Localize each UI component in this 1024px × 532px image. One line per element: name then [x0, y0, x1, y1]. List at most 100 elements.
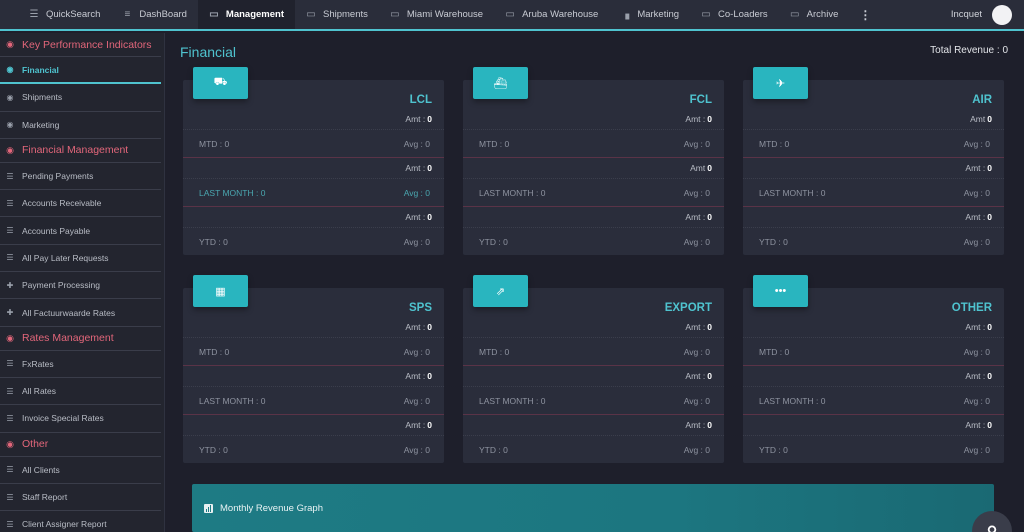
- stat-row-ytd: YTD : 0 Avg : 0: [479, 237, 710, 247]
- sidebar-item-all-clients[interactable]: ☰ All Clients: [0, 457, 161, 484]
- amount-row: Amt 0: [743, 109, 1004, 130]
- nav-label: Shipments: [323, 9, 368, 20]
- sidebar-item-label: Key Performance Indicators: [22, 38, 152, 51]
- sidebar-section-financial-management[interactable]: ◉ Financial Management: [0, 139, 161, 163]
- nav-label: Management: [225, 9, 284, 20]
- plus-icon: ✚: [6, 308, 14, 318]
- sidebar-item-label: All Factuurwaarde Rates: [22, 307, 116, 318]
- amount-row: Amt 0: [463, 158, 724, 179]
- dashboard-gauge-icon: ◉: [6, 438, 14, 449]
- nav-label: Marketing: [637, 9, 680, 20]
- search-fab-button[interactable]: ⚲: [972, 511, 1012, 532]
- sidebar-item-payment-processing[interactable]: ✚ Payment Processing: [0, 272, 161, 300]
- amount-row: Amt :0: [183, 366, 444, 387]
- sidebar-item-fxrates[interactable]: ☰ FxRates: [0, 351, 161, 378]
- sidebar-section-kpi[interactable]: ◉ Key Performance Indicators: [0, 33, 161, 57]
- stat-row-mtd: MTD : 0 Avg : 0: [183, 130, 444, 158]
- sidebar-item-all-rates[interactable]: ☰ All Rates: [0, 378, 161, 406]
- kpi-card-sps: ▦ SPS Amt :0 MTD : 0 Avg : 0 Amt :0 LAST …: [183, 275, 444, 463]
- stat-row-ytd: YTD : 0 Avg : 0: [199, 237, 430, 247]
- avatar[interactable]: [992, 4, 1012, 25]
- amount-value: 0: [987, 114, 992, 124]
- stat-row-last-month: LAST MONTH : 0 Avg : 0: [183, 179, 444, 207]
- sidebar: ◉ Key Performance Indicators ◉ Financial…: [0, 33, 165, 532]
- sidebar-item-label: Financial: [22, 64, 59, 75]
- amount-row: Amt :0: [743, 317, 1004, 338]
- card-title: EXPORT: [664, 302, 712, 314]
- amount-value: 0: [987, 371, 992, 381]
- sidebar-item-label: Marketing: [22, 119, 60, 130]
- share-icon: ⇗: [473, 275, 528, 307]
- more-menu-icon[interactable]: ⋮: [859, 7, 872, 22]
- truck-icon: ⛟: [193, 67, 248, 99]
- amount-value: 0: [987, 420, 992, 430]
- sidebar-item-shipments[interactable]: ◉ Shipments: [0, 84, 161, 112]
- list-icon: ☰: [6, 198, 14, 208]
- card-title: LCL: [409, 94, 432, 106]
- user-name: Incquet: [950, 9, 982, 20]
- amount-row: Amt :0: [743, 415, 1004, 436]
- nav-item-marketing[interactable]: ▗ Marketing: [609, 0, 690, 29]
- sidebar-item-label: Accounts Payable: [22, 225, 91, 236]
- amount-row: Amt :0: [183, 207, 444, 228]
- sidebar-item-label: Payment Processing: [22, 280, 100, 291]
- amount-value: 0: [707, 114, 712, 124]
- amount-value: 0: [707, 322, 712, 332]
- total-revenue: Total Revenue : 0: [930, 45, 1008, 56]
- nav-item-shipments[interactable]: ▭ Shipments: [295, 0, 379, 29]
- nav-label: QuickSearch: [46, 9, 101, 20]
- sidebar-item-financial[interactable]: ◉ Financial: [0, 57, 161, 85]
- sidebar-item-client-assigner-report[interactable]: ☰ Client Assigner Report: [0, 511, 161, 532]
- nav-item-quicksearch[interactable]: ☰ QuickSearch: [18, 0, 111, 29]
- nav-item-aruba-warehouse[interactable]: ▭ Aruba Warehouse: [494, 0, 609, 29]
- search-icon: ⚲: [986, 522, 998, 532]
- nav-item-co-loaders[interactable]: ▭ Co-Loaders: [690, 0, 779, 29]
- monitor-icon: ▭: [789, 9, 800, 20]
- stat-row-last-month: LAST MONTH : 0 Avg : 0: [743, 179, 1004, 207]
- sidebar-item-pay-later-requests[interactable]: ☰ All Pay Later Requests: [0, 245, 161, 273]
- sidebar-item-label: Financial Management: [22, 144, 129, 157]
- sidebar-item-factuurwaarde-rates[interactable]: ✚ All Factuurwaarde Rates: [0, 299, 161, 327]
- amount-row: Amt :0: [463, 415, 724, 436]
- monitor-icon: ▭: [390, 9, 400, 20]
- amount-value: 0: [707, 163, 712, 173]
- kpi-card-export: ⇗ EXPORT Amt :0 MTD : 0 Avg : 0 Amt :0 LA…: [463, 275, 724, 463]
- sidebar-item-invoice-special-rates[interactable]: ☰ Invoice Special Rates: [0, 405, 161, 433]
- nav-item-miami-warehouse[interactable]: ▭ Miami Warehouse: [379, 0, 494, 29]
- search-list-icon: ☰: [29, 9, 39, 20]
- sidebar-item-pending-payments[interactable]: ☰ Pending Payments: [0, 163, 161, 191]
- sidebar-section-other[interactable]: ◉ Other: [0, 433, 161, 457]
- kpi-card-other: ••• OTHER Amt :0 MTD : 0 Avg : 0 Amt :0 L…: [743, 275, 1004, 463]
- dashboard-gauge-icon: ◉: [6, 92, 14, 102]
- amount-value: 0: [427, 371, 432, 381]
- sidebar-item-label: Other: [22, 438, 49, 451]
- nav-item-archive[interactable]: ▭ Archive: [779, 0, 850, 29]
- sidebar-section-rates-management[interactable]: ◉ Rates Management: [0, 327, 161, 351]
- card-title: OTHER: [951, 302, 992, 314]
- sidebar-item-accounts-payable[interactable]: ☰ Accounts Payable: [0, 217, 161, 245]
- amount-row: Amt :0: [183, 158, 444, 179]
- sidebar-item-accounts-receivable[interactable]: ☰ Accounts Receivable: [0, 190, 161, 218]
- list-icon: ☰: [6, 465, 14, 475]
- stat-row-ytd: YTD : 0 Avg : 0: [759, 237, 990, 247]
- amount-value: 0: [707, 371, 712, 381]
- dashboard-gauge-icon: ◉: [6, 332, 14, 343]
- amount-row: Amt :0: [743, 158, 1004, 179]
- bar-chart-icon: ▗: [621, 9, 630, 20]
- amount-value: 0: [427, 322, 432, 332]
- grid-icon: ▦: [193, 275, 248, 307]
- stat-row-last-month: LAST MONTH : 0 Avg : 0: [183, 387, 444, 415]
- list-icon: ☰: [6, 413, 14, 423]
- stat-row-mtd: MTD : 0 Avg : 0: [743, 130, 1004, 158]
- nav-item-management[interactable]: ▭ Management: [197, 0, 295, 29]
- sidebar-item-staff-report[interactable]: ☰ Staff Report: [0, 484, 161, 512]
- list-icon: ☰: [6, 253, 14, 263]
- nav-item-dashboard[interactable]: ≡ DashBoard: [111, 0, 198, 29]
- list-icon: ☰: [6, 171, 14, 181]
- amount-value: 0: [987, 212, 992, 222]
- sidebar-item-marketing[interactable]: ◉ Marketing: [0, 112, 161, 139]
- nav-label: Miami Warehouse: [406, 9, 484, 20]
- user-menu[interactable]: Incquet: [950, 4, 1024, 25]
- amount-value: 0: [987, 322, 992, 332]
- monthly-revenue-graph-header[interactable]: Monthly Revenue Graph: [192, 484, 994, 532]
